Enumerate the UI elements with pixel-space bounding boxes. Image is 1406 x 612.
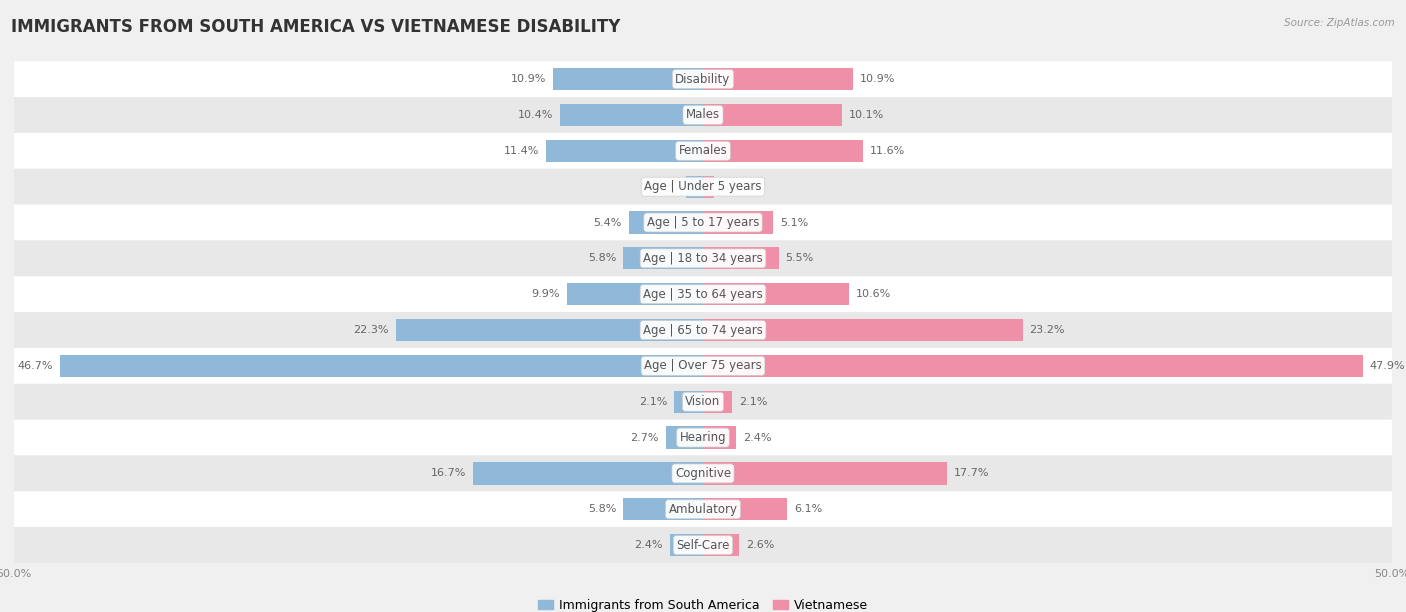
Bar [673,390,703,413]
Text: 0.81%: 0.81% [721,182,756,192]
Bar [560,104,703,126]
Text: 11.6%: 11.6% [870,146,905,156]
Text: 10.9%: 10.9% [860,74,896,84]
Legend: Immigrants from South America, Vietnamese: Immigrants from South America, Vietnames… [533,594,873,612]
Text: 10.9%: 10.9% [510,74,546,84]
FancyBboxPatch shape [14,420,1392,455]
Text: 22.3%: 22.3% [353,325,389,335]
Text: Females: Females [679,144,727,157]
FancyBboxPatch shape [14,348,1392,384]
Bar [703,140,863,162]
Bar [703,283,849,305]
Bar [546,140,703,162]
Text: Source: ZipAtlas.com: Source: ZipAtlas.com [1284,18,1395,28]
Text: 5.1%: 5.1% [780,217,808,228]
Text: 5.8%: 5.8% [588,253,616,263]
Text: 46.7%: 46.7% [17,361,52,371]
Bar [703,211,773,234]
Text: 47.9%: 47.9% [1369,361,1406,371]
Text: 5.4%: 5.4% [593,217,621,228]
Bar [59,355,703,377]
FancyBboxPatch shape [14,527,1392,563]
Bar [703,247,779,269]
Text: Cognitive: Cognitive [675,467,731,480]
Text: Age | 18 to 34 years: Age | 18 to 34 years [643,252,763,265]
Text: IMMIGRANTS FROM SOUTH AMERICA VS VIETNAMESE DISABILITY: IMMIGRANTS FROM SOUTH AMERICA VS VIETNAM… [11,18,620,36]
FancyBboxPatch shape [14,204,1392,241]
Bar [686,176,703,198]
FancyBboxPatch shape [14,169,1392,204]
Bar [703,462,946,485]
FancyBboxPatch shape [14,241,1392,276]
Bar [703,534,738,556]
Text: 23.2%: 23.2% [1029,325,1066,335]
FancyBboxPatch shape [14,312,1392,348]
Bar [703,104,842,126]
Text: 5.8%: 5.8% [588,504,616,514]
Text: 10.1%: 10.1% [849,110,884,120]
Text: 5.5%: 5.5% [786,253,814,263]
Bar [553,68,703,90]
Bar [703,319,1022,341]
Text: 6.1%: 6.1% [794,504,823,514]
Bar [703,498,787,520]
Text: Age | 65 to 74 years: Age | 65 to 74 years [643,324,763,337]
Text: 2.1%: 2.1% [738,397,768,407]
Text: Age | Over 75 years: Age | Over 75 years [644,359,762,372]
FancyBboxPatch shape [14,97,1392,133]
Text: 17.7%: 17.7% [953,468,990,479]
Text: 1.2%: 1.2% [651,182,679,192]
Text: Age | 35 to 64 years: Age | 35 to 64 years [643,288,763,300]
Text: 2.6%: 2.6% [745,540,775,550]
Bar [666,427,703,449]
Text: Age | Under 5 years: Age | Under 5 years [644,180,762,193]
Text: 10.6%: 10.6% [856,289,891,299]
FancyBboxPatch shape [14,491,1392,527]
Text: Males: Males [686,108,720,121]
FancyBboxPatch shape [14,384,1392,420]
Bar [472,462,703,485]
Bar [703,68,853,90]
Bar [395,319,703,341]
Text: 2.1%: 2.1% [638,397,668,407]
Text: Ambulatory: Ambulatory [668,503,738,516]
Text: 16.7%: 16.7% [430,468,465,479]
Text: 9.9%: 9.9% [531,289,560,299]
Text: 2.7%: 2.7% [630,433,659,442]
FancyBboxPatch shape [14,133,1392,169]
Text: 10.4%: 10.4% [517,110,553,120]
Text: 2.4%: 2.4% [742,433,772,442]
Text: Hearing: Hearing [679,431,727,444]
Text: Disability: Disability [675,73,731,86]
Text: 11.4%: 11.4% [503,146,538,156]
Text: 2.4%: 2.4% [634,540,664,550]
Bar [628,211,703,234]
FancyBboxPatch shape [14,61,1392,97]
Bar [703,355,1362,377]
Bar [669,534,703,556]
Bar [623,247,703,269]
Text: Age | 5 to 17 years: Age | 5 to 17 years [647,216,759,229]
FancyBboxPatch shape [14,455,1392,491]
Bar [703,390,733,413]
Bar [703,176,714,198]
Text: Self-Care: Self-Care [676,539,730,551]
Text: Vision: Vision [685,395,721,408]
Bar [567,283,703,305]
Bar [703,427,737,449]
FancyBboxPatch shape [14,276,1392,312]
Bar [623,498,703,520]
